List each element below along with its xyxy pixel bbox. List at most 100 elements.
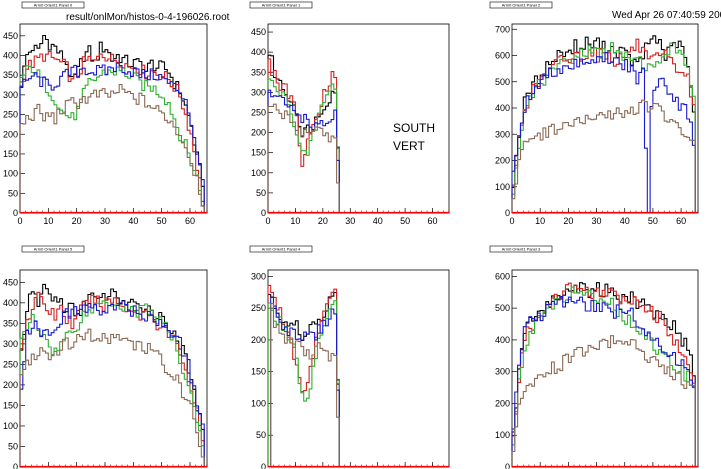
y-tick-label: 300 [3,90,18,100]
y-tick-label: 300 [495,129,510,139]
x-tick-label: 0 [17,216,22,226]
histogram-series-red [267,58,340,213]
x-tick-label: 0 [509,216,514,226]
x-tick-label: 60 [676,216,686,226]
y-tick-label: 100 [3,169,18,179]
panel-title-box [249,1,313,9]
plot-frame [267,23,450,214]
histogram-series-green [19,300,205,467]
y-tick-label: 450 [251,27,266,37]
y-tick-label: 500 [495,77,510,87]
histogram-series-brown [19,84,205,213]
y-tick-label: 300 [3,339,18,349]
x-tick-label: 30 [100,216,110,226]
panel-title: Arm0 Orient1 Panel 0 [34,3,73,8]
annotation-vert: VERT [393,139,425,153]
x-tick-label: 0 [265,216,270,226]
panel-title: Arm0 Orient1 Panel 5 [34,247,73,252]
histogram-series-blue [19,62,205,213]
histogram-series-green [511,42,696,213]
histogram-series-red [19,51,205,213]
y-tick-label: 100 [495,430,510,440]
y-tick-label: 100 [495,182,510,192]
y-tick-label: 50 [8,441,18,451]
y-tick-label: 200 [251,335,266,345]
y-tick-label: 50 [8,188,18,198]
histogram-series-blue [511,51,696,214]
histogram-series-green [511,286,696,467]
histogram-panel-4: Arm0 Orient1 Panel 401020304050600501001… [249,245,450,469]
y-tick-label: 450 [3,31,18,41]
y-tick-label: 600 [495,51,510,61]
y-tick-label: 450 [3,277,18,287]
histogram-series-blue [267,89,340,213]
y-tick-label: 400 [3,298,18,308]
panel-title: Arm0 Orient1 Panel 2 [502,3,541,8]
histogram-series-blue [19,300,205,467]
histogram-series-black [511,35,696,213]
x-tick-label: 60 [428,216,438,226]
y-tick-label: 400 [495,335,510,345]
histogram-panel-1: Arm0 Orient1 Panel 1 0 10 20 30 40 50 60 0 50 100 1… [249,1,450,226]
timestamp: Wed Apr 26 07:40:59 2006 [612,10,721,21]
plot-grid: Arm0 Orient1 Panel 00 10 20 30 40 50 600501001… [3,1,699,469]
y-tick-label: 100 [251,168,266,178]
histogram-series-green [19,65,205,213]
root-file-name: result/onlMon/histos-0-4-196026.root [66,12,230,23]
y-tick-label: 350 [251,67,266,77]
histogram-series-brown [511,335,696,467]
y-tick-label: 600 [495,271,510,281]
x-tick-label: 20 [563,216,573,226]
x-tick-label: 30 [592,216,602,226]
y-tick-label: 0 [13,462,18,469]
annotation-south: SOUTH [393,121,435,135]
panel-title-box [249,245,313,253]
x-tick-label: 50 [648,216,658,226]
histogram-panel-5: Arm0 Orient1 Panel 301020304050600100200… [489,245,699,469]
x-tick-label: 40 [620,216,630,226]
y-tick-label: 200 [251,128,266,138]
panel-title-box [21,245,85,253]
y-tick-label: 0 [261,208,266,218]
y-tick-label: 150 [3,149,18,159]
y-tick-label: 300 [251,87,266,97]
y-tick-label: 400 [495,103,510,113]
y-tick-label: 0 [261,462,266,469]
histogram-series-black [19,34,205,213]
y-tick-label: 150 [3,400,18,410]
histogram-panel-3: Arm0 Orient1 Panel 501020304050600501001… [3,245,208,469]
x-tick-label: 40 [128,216,138,226]
histogram-series-red [511,38,696,213]
histogram-series-brown [268,302,340,468]
y-tick-label: 350 [3,70,18,80]
x-tick-label: 10 [535,216,545,226]
x-tick-label: 50 [400,216,410,226]
y-tick-label: 250 [3,359,18,369]
y-tick-label: 350 [3,318,18,328]
y-tick-label: 250 [251,303,266,313]
y-tick-label: 250 [3,110,18,120]
panel-title: Arm0 Orient1 Panel 4 [262,247,301,252]
histogram-panel-0: Arm0 Orient1 Panel 0 0 10 20 30 40 50 60 0 50 100 1… [3,1,208,226]
y-tick-label: 0 [13,208,18,218]
y-tick-label: 0 [505,462,510,469]
panel-title-box [489,245,553,253]
y-tick-label: 100 [251,398,266,408]
histogram-panel-2: Arm0 Orient1 Panel 20 10 20 30 40 50 600100200… [489,1,699,226]
y-tick-label: 250 [251,107,266,117]
y-tick-label: 150 [251,367,266,377]
y-tick-label: 0 [505,208,510,218]
y-tick-label: 200 [3,129,18,139]
x-tick-label: 10 [43,216,53,226]
x-tick-label: 30 [345,216,355,226]
y-tick-label: 200 [3,380,18,390]
y-tick-label: 200 [495,156,510,166]
y-tick-label: 200 [495,398,510,408]
histogram-series-black [19,283,205,467]
y-tick-label: 400 [251,47,266,57]
panel-title: Arm0 Orient1 Panel 3 [502,247,541,252]
histogram-series-red [19,291,205,467]
y-tick-label: 400 [3,51,18,61]
histogram-series-blue [511,296,696,467]
y-tick-label: 500 [495,303,510,313]
